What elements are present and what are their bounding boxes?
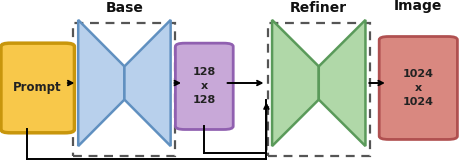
Bar [268,23,370,156]
Text: Image: Image [394,0,442,13]
Polygon shape [124,20,171,146]
Text: Prompt: Prompt [13,82,62,94]
Polygon shape [319,20,365,146]
Polygon shape [78,20,124,146]
Text: Refiner: Refiner [290,1,347,15]
FancyBboxPatch shape [1,43,74,133]
Polygon shape [272,20,319,146]
FancyBboxPatch shape [175,43,233,129]
FancyBboxPatch shape [379,37,457,139]
Text: 1024
x
1024: 1024 x 1024 [403,69,434,107]
Text: 128
x
128: 128 x 128 [192,67,216,105]
Text: Base: Base [106,1,143,15]
Bar [73,23,175,156]
